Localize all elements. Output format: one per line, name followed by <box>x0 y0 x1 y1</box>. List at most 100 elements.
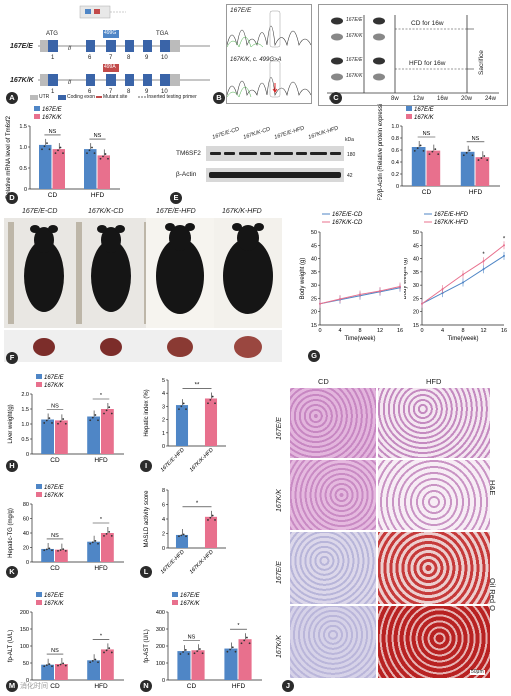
time-label: 24w <box>485 96 497 102</box>
x-tick-label: 8 <box>461 328 464 334</box>
stain-he: H&E <box>488 480 497 496</box>
sig-label: * <box>503 236 506 242</box>
data-point <box>184 649 187 651</box>
y-tick-label: 6 <box>162 503 165 509</box>
tga-label: TGA <box>156 31 169 37</box>
chart-l: 0 2 4 6 8 MASLD activity score 167E/E-HFD 167K/… <box>144 488 226 575</box>
histo-he-wt-hfd <box>378 388 490 458</box>
data-point <box>57 550 59 552</box>
data-point <box>359 293 361 296</box>
blot-actin <box>206 168 344 182</box>
y-tick-label: 5 <box>162 378 165 384</box>
photo-label: 167K/K-CD <box>88 208 124 215</box>
hfd-label: HFD for 16w <box>409 60 446 67</box>
y-tick-label: 0.4 <box>391 160 399 166</box>
y-axis-label: Body weight (g) <box>300 258 306 300</box>
data-point <box>43 549 46 552</box>
legend-label: 167E/E-CD <box>332 212 363 218</box>
data-point <box>43 145 46 148</box>
bar <box>87 541 100 562</box>
data-point <box>196 650 199 653</box>
y-tick-label: 1.0 <box>21 422 29 428</box>
data-point <box>59 663 62 666</box>
panel-letter: E <box>170 192 182 204</box>
data-point <box>441 288 444 291</box>
photo-label: 167E/E-CD <box>22 208 58 215</box>
legend-label: 167E/E <box>44 375 65 381</box>
data-point <box>89 542 92 545</box>
y-tick-label: 20 <box>311 310 317 316</box>
y-tick-label: 0 <box>162 678 165 684</box>
y-tick-label: 200 <box>156 644 165 650</box>
exon-num: 10 <box>161 55 168 61</box>
bar <box>204 398 218 446</box>
histo-he-ki-cd <box>290 460 376 530</box>
data-point <box>57 664 59 667</box>
histo-col: CD <box>318 377 329 386</box>
chart-m: 0 50 100 150 200 fp-ALT (U/L) CD NS HFD * 167E/E 16… <box>8 592 124 690</box>
mouse-label: 167K/K <box>346 73 363 79</box>
legend-swatch <box>172 592 178 597</box>
histo-he-ki-hfd <box>378 460 490 530</box>
legend-label: 167E/E-HFD <box>434 212 469 218</box>
data-point <box>182 402 185 405</box>
chart-d: 0 0.5 1.0 1.5 Relative mRNA level of Tm6sf2 C… <box>6 106 120 199</box>
liver-photo <box>4 330 282 362</box>
data-point <box>214 402 216 405</box>
data-point <box>419 144 422 147</box>
sig-label: NS <box>49 129 57 135</box>
data-point <box>243 639 246 642</box>
data-point <box>231 646 234 649</box>
data-point <box>471 154 474 157</box>
y-tick-label: 80 <box>23 502 29 508</box>
data-point <box>503 244 505 247</box>
exon-num: 6 <box>88 55 92 61</box>
data-point <box>462 281 464 284</box>
legend-label: 167E/E <box>44 485 65 491</box>
blot-col: 167K/K-CD <box>242 126 272 141</box>
x-tick-label: HFD <box>94 565 108 572</box>
watermark: 消化时间 <box>20 683 48 690</box>
bar <box>87 416 100 454</box>
bar <box>41 548 54 562</box>
y-tick-label: 8 <box>162 488 165 494</box>
data-point <box>379 289 381 292</box>
legend-coding: Coding exon <box>67 94 96 100</box>
histo-oro-ki-cd <box>290 606 376 678</box>
y-tick-label: 0.5 <box>21 437 29 443</box>
data-point <box>62 548 65 551</box>
bar <box>191 650 205 680</box>
sig-label: * <box>237 623 240 629</box>
histo-oro-wt-cd <box>290 532 376 604</box>
sig-label: NS <box>188 634 196 640</box>
exon-num: 10 <box>161 89 168 95</box>
data-point <box>102 155 104 158</box>
panel-letter: J <box>282 680 294 692</box>
data-point <box>108 647 111 650</box>
chart-g1: 15 20 25 30 35 40 45 50 0 4 8 12 16 Time(week) Body we… <box>300 212 403 342</box>
y-tick-label: 300 <box>156 627 165 633</box>
legend-label: 167K/K <box>414 115 435 121</box>
x-tick-label: CD <box>422 189 432 196</box>
x-axis-label: Time(week) <box>447 336 478 342</box>
legend-swatch <box>36 492 42 497</box>
photo-label: 167E/E-HFD <box>156 208 196 215</box>
y-tick-label: 0 <box>24 187 27 193</box>
y-axis-label: MASLD activity score <box>144 490 150 548</box>
y-tick-label: 0 <box>162 546 165 552</box>
data-point <box>57 422 59 425</box>
legend-label: 167E/E <box>44 593 65 599</box>
data-point <box>91 659 94 662</box>
bar <box>87 660 100 680</box>
data-point <box>43 665 46 668</box>
timeline-diagram <box>327 15 499 94</box>
sig-label: * <box>196 501 199 507</box>
bar <box>84 149 97 189</box>
y-tick-label: 20 <box>413 310 419 316</box>
y-tick-label: 100 <box>156 661 165 667</box>
kda: 180 <box>347 152 356 158</box>
data-point <box>51 422 53 424</box>
legend-swatch <box>406 106 412 111</box>
data-point <box>51 665 53 668</box>
panel-letter: B <box>213 92 225 104</box>
